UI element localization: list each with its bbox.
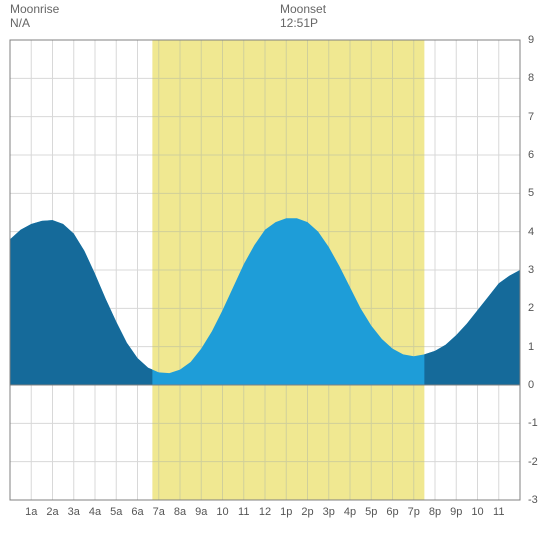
y-tick-label: 7 xyxy=(528,111,534,123)
x-tick-label: 10 xyxy=(471,506,483,518)
x-tick-label: 9p xyxy=(450,506,462,518)
moonset-value: 12:51P xyxy=(280,16,318,30)
x-tick-label: 8a xyxy=(174,506,186,518)
y-tick-label: 8 xyxy=(528,72,534,84)
y-tick-label: -2 xyxy=(528,456,538,468)
x-tick-label: 1p xyxy=(280,506,292,518)
x-tick-label: 6a xyxy=(131,506,143,518)
plot-area xyxy=(0,0,550,550)
y-tick-label: 1 xyxy=(528,341,534,353)
moonrise-title: Moonrise xyxy=(10,2,59,16)
y-tick-label: 6 xyxy=(528,149,534,161)
y-tick-label: 0 xyxy=(528,379,534,391)
y-tick-label: 9 xyxy=(528,34,534,46)
x-tick-label: 9a xyxy=(195,506,207,518)
x-tick-label: 4p xyxy=(344,506,356,518)
x-tick-label: 4a xyxy=(89,506,101,518)
y-tick-label: 5 xyxy=(528,187,534,199)
x-tick-label: 11 xyxy=(238,506,249,518)
x-tick-label: 12 xyxy=(259,506,271,518)
x-tick-label: 10 xyxy=(216,506,228,518)
x-tick-label: 11 xyxy=(493,506,504,518)
y-tick-label: -3 xyxy=(528,494,538,506)
x-tick-label: 3p xyxy=(323,506,335,518)
x-tick-label: 3a xyxy=(68,506,80,518)
x-tick-label: 6p xyxy=(386,506,398,518)
x-tick-label: 1a xyxy=(25,506,37,518)
moonrise-value: N/A xyxy=(10,16,30,30)
x-tick-label: 2a xyxy=(46,506,58,518)
y-tick-label: 4 xyxy=(528,226,534,238)
y-tick-label: 2 xyxy=(528,302,534,314)
x-tick-label: 5a xyxy=(110,506,122,518)
x-tick-label: 8p xyxy=(429,506,441,518)
tide-chart: Moonrise N/A Moonset 12:51P 1a 2a 3a 4a 5a 6a… xyxy=(0,0,550,550)
moonset-title: Moonset xyxy=(280,2,326,16)
x-tick-label: 7a xyxy=(153,506,165,518)
y-tick-label: -1 xyxy=(528,417,538,429)
x-tick-label: 5p xyxy=(365,506,377,518)
x-tick-label: 7p xyxy=(408,506,420,518)
x-tick-label: 2p xyxy=(301,506,313,518)
y-tick-label: 3 xyxy=(528,264,534,276)
